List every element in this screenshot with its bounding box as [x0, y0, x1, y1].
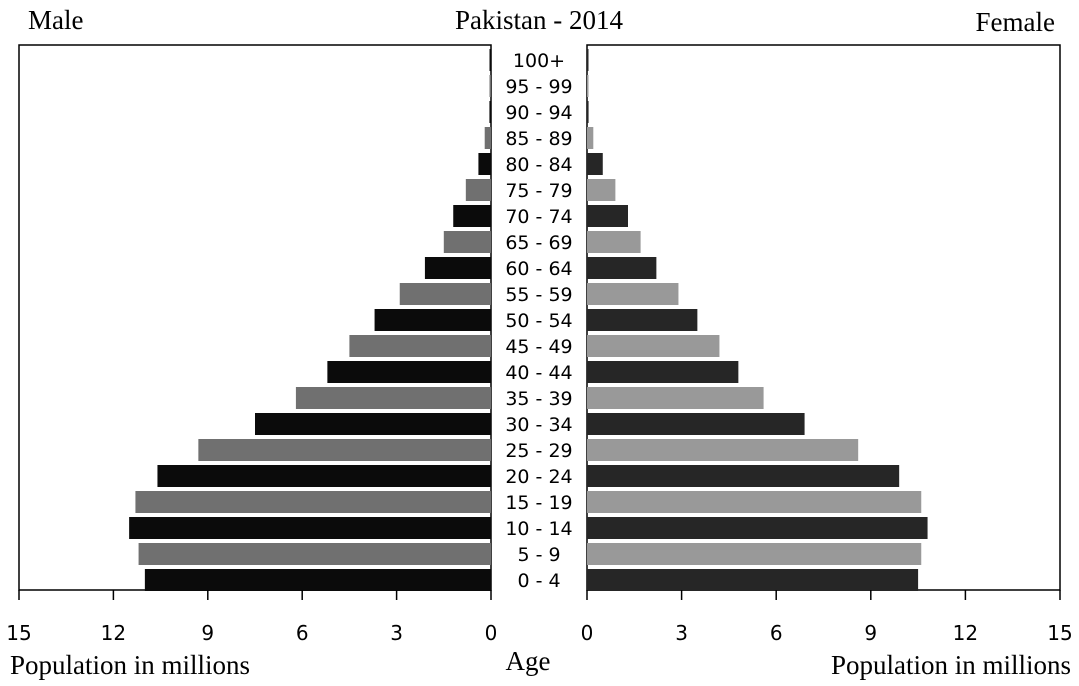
female-bar-55-59 [587, 283, 679, 305]
age-label-60-64: 60 - 64 [505, 258, 572, 280]
age-label-50-54: 50 - 54 [505, 310, 572, 332]
female-bar-0-4 [587, 569, 919, 591]
female-bar-20-24 [587, 465, 900, 487]
age-label-35-39: 35 - 39 [505, 388, 572, 410]
age-label-85-89: 85 - 89 [505, 128, 572, 150]
female-tick-label-0: 0 [581, 621, 594, 645]
male-tick-label-9: 9 [201, 621, 214, 645]
male-tick-label-3: 3 [390, 621, 403, 645]
age-label-70-74: 70 - 74 [505, 206, 572, 228]
female-tick-label-15: 15 [1047, 621, 1072, 645]
male-bar-85-89 [484, 127, 491, 149]
female-bar-70-74 [587, 205, 628, 227]
female-bar-80-84 [587, 153, 603, 175]
female-bar-35-39 [587, 387, 764, 409]
male-bar-65-69 [443, 231, 491, 253]
male-bar-0-4 [144, 569, 491, 591]
male-tick-label-6: 6 [296, 621, 309, 645]
male-bar-20-24 [157, 465, 491, 487]
age-label-95-99: 95 - 99 [505, 76, 572, 98]
female-bar-50-54 [587, 309, 698, 331]
female-bar-75-79 [587, 179, 616, 201]
male-axis-ticks: 0 3 6 9 12 15 [6, 590, 497, 645]
age-label-100plus: 100+ [513, 50, 565, 72]
male-bar-5-9 [138, 543, 491, 565]
female-tick-label-3: 3 [675, 621, 688, 645]
female-bars [587, 49, 928, 591]
male-bar-10-14 [129, 517, 491, 539]
male-label: Male [28, 5, 83, 35]
age-label-75-79: 75 - 79 [505, 180, 572, 202]
female-bar-90-94 [587, 101, 589, 123]
age-label-90-94: 90 - 94 [505, 102, 572, 124]
male-bar-90-94 [489, 101, 491, 123]
age-label-20-24: 20 - 24 [505, 466, 572, 488]
female-bar-100plus [587, 49, 589, 71]
female-tick-label-12: 12 [953, 621, 978, 645]
male-tick-label-15: 15 [6, 621, 31, 645]
female-bar-65-69 [587, 231, 641, 253]
female-bar-10-14 [587, 517, 928, 539]
female-axis-ticks: 0 3 6 9 12 15 [581, 590, 1073, 645]
age-label-5-9: 5 - 9 [517, 544, 560, 566]
age-label-30-34: 30 - 34 [505, 414, 572, 436]
male-bar-100plus [489, 49, 491, 71]
female-tick-label-9: 9 [864, 621, 877, 645]
female-tick-label-6: 6 [770, 621, 783, 645]
male-bar-70-74 [453, 205, 491, 227]
age-label-65-69: 65 - 69 [505, 232, 572, 254]
age-label-10-14: 10 - 14 [505, 518, 572, 540]
male-bar-75-79 [465, 179, 491, 201]
age-label-40-44: 40 - 44 [505, 362, 572, 384]
chart-title: Pakistan - 2014 [455, 5, 623, 35]
male-bar-95-99 [489, 75, 491, 97]
age-axis-label: Age [506, 646, 551, 676]
female-bar-45-49 [587, 335, 720, 357]
female-bar-30-34 [587, 413, 805, 435]
male-bar-25-29 [198, 439, 492, 461]
male-bar-30-34 [255, 413, 491, 435]
male-bar-15-19 [135, 491, 491, 513]
male-bar-80-84 [478, 153, 491, 175]
female-bar-60-64 [587, 257, 657, 279]
male-bar-60-64 [424, 257, 491, 279]
female-bar-25-29 [587, 439, 859, 461]
male-bar-40-44 [327, 361, 491, 383]
age-label-45-49: 45 - 49 [505, 336, 572, 358]
male-bar-50-54 [374, 309, 491, 331]
male-bar-55-59 [399, 283, 491, 305]
female-bar-5-9 [587, 543, 922, 565]
age-label-25-29: 25 - 29 [505, 440, 572, 462]
age-label-55-59: 55 - 59 [505, 284, 572, 306]
age-labels: 100+ 95 - 99 90 - 94 85 - 89 80 - 84 75 - 79 7… [505, 50, 572, 592]
age-label-15-19: 15 - 19 [505, 492, 572, 514]
male-tick-label-0: 0 [485, 621, 498, 645]
female-bar-15-19 [587, 491, 922, 513]
female-bar-40-44 [587, 361, 739, 383]
male-tick-label-12: 12 [101, 621, 126, 645]
male-axis-label: Population in millions [10, 650, 250, 680]
male-bar-45-49 [349, 335, 491, 357]
female-label: Female [976, 7, 1055, 37]
male-bar-35-39 [295, 387, 491, 409]
age-label-0-4: 0 - 4 [517, 570, 560, 592]
female-axis-label: Population in millions [831, 650, 1071, 680]
female-bar-85-89 [587, 127, 594, 149]
age-label-80-84: 80 - 84 [505, 154, 572, 176]
male-bars [129, 49, 492, 591]
female-bar-95-99 [587, 75, 589, 97]
